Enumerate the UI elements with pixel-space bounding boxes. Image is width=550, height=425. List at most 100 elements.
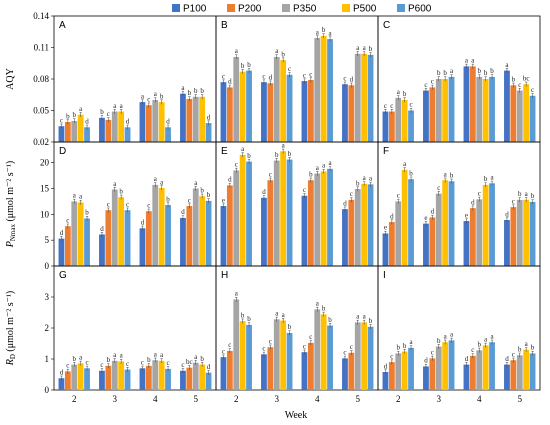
bar-p500 [320,314,327,390]
significance-letter: b [478,67,482,75]
significance-letter: d [471,198,475,206]
bar-p500 [77,363,84,390]
legend-label-p100: P100 [183,4,207,15]
ylabel-units: (μmol m⁻² s⁻¹) [5,161,16,224]
bar-p100 [504,70,510,142]
panel-letter: D [59,146,66,157]
significance-letter: b [403,90,407,98]
bar-p200 [510,207,517,266]
bar-p350 [354,53,361,142]
significance-letter: bc [523,74,530,82]
ylabel-units: (μmol m⁻² s⁻¹) [5,291,16,354]
bar-p200 [388,111,395,142]
bar-p200 [64,371,71,390]
bar-p500 [320,35,327,143]
bar-p100 [58,126,65,142]
significance-letter: a [235,47,239,55]
significance-letter: c [471,346,474,354]
ylabel-row-3: RD (μmol m⁻² s⁻¹) [5,291,17,366]
legend-label-p500: P500 [353,4,377,15]
significance-letter: a [484,336,488,344]
significance-letter: c [437,184,440,192]
bar-p200 [510,85,517,142]
bar-p100 [463,364,470,390]
significance-letter: b [512,76,516,84]
bar-p200 [105,365,112,390]
significance-letter: c [431,349,434,357]
bar-p350 [314,309,321,390]
significance-letter: e [384,224,387,232]
bar-p200 [429,87,436,142]
significance-letter: c [424,81,427,89]
bar-p200 [267,180,274,266]
significance-letter: d [126,118,130,126]
bar-p100 [423,90,429,142]
bar-p500 [361,322,368,390]
ylabel-row-1: AQY [5,68,16,90]
significance-letter: c [107,110,110,118]
bar-p500 [77,202,84,266]
bar-p200 [145,211,152,266]
significance-letter: d [269,73,273,81]
bar-p100 [220,82,227,142]
bar-p600 [165,205,171,266]
legend-label-p350: P350 [293,4,317,15]
bar-p350 [111,189,118,266]
legend: P100 P200 P350 P500 P600 [172,4,432,15]
significance-letter: b [437,337,441,345]
bar-p200 [510,360,517,390]
significance-letter: b [241,62,245,70]
bar-p100 [261,82,267,142]
significance-letter: c [147,202,150,210]
significance-letter: d [350,76,354,84]
significance-letter: b [409,169,413,177]
significance-letter: b [450,172,454,180]
bar-p100 [382,372,389,390]
bar-p200 [64,226,71,266]
significance-letter: b [484,175,488,183]
bar-p100 [180,370,186,390]
significance-letter: c [126,360,129,368]
significance-letter: a [316,28,320,36]
bar-p350 [152,100,159,142]
significance-letter: a [505,61,509,69]
significance-letter: b [107,356,111,364]
significance-letter: a [465,57,469,65]
significance-letter: c [303,71,306,79]
legend-label-p200: P200 [238,4,262,15]
bar-p500 [199,364,206,390]
significance-letter: a [450,67,454,75]
bar-p100 [220,357,227,390]
significance-letter: b [322,26,326,34]
panel-letter: F [383,146,389,157]
significance-letter: b [403,342,407,350]
bar-p500 [401,100,408,142]
bar-p200 [307,180,314,266]
bar-p600 [84,218,90,266]
significance-letter: a [113,102,117,110]
significance-letter: d [60,368,64,376]
bar-p200 [307,342,314,390]
significance-letter: d [343,199,347,207]
significance-letter: d [60,229,64,237]
significance-letter: c [518,81,521,89]
bar-p500 [401,351,408,390]
significance-letter: a [409,338,413,346]
bar-p200 [186,367,193,390]
significance-letter: a [141,92,145,100]
bar-p200 [145,105,152,142]
ylabel-main: P [5,241,16,248]
bar-p350 [395,353,402,390]
bar-p200 [226,350,233,390]
bar-p350 [192,362,199,390]
significance-letter: a [154,175,158,183]
significance-letter: c [269,337,272,345]
significance-letter: b [322,305,326,313]
bar-p600 [367,184,374,266]
bar-p200 [226,87,233,142]
significance-letter: b [518,190,522,198]
